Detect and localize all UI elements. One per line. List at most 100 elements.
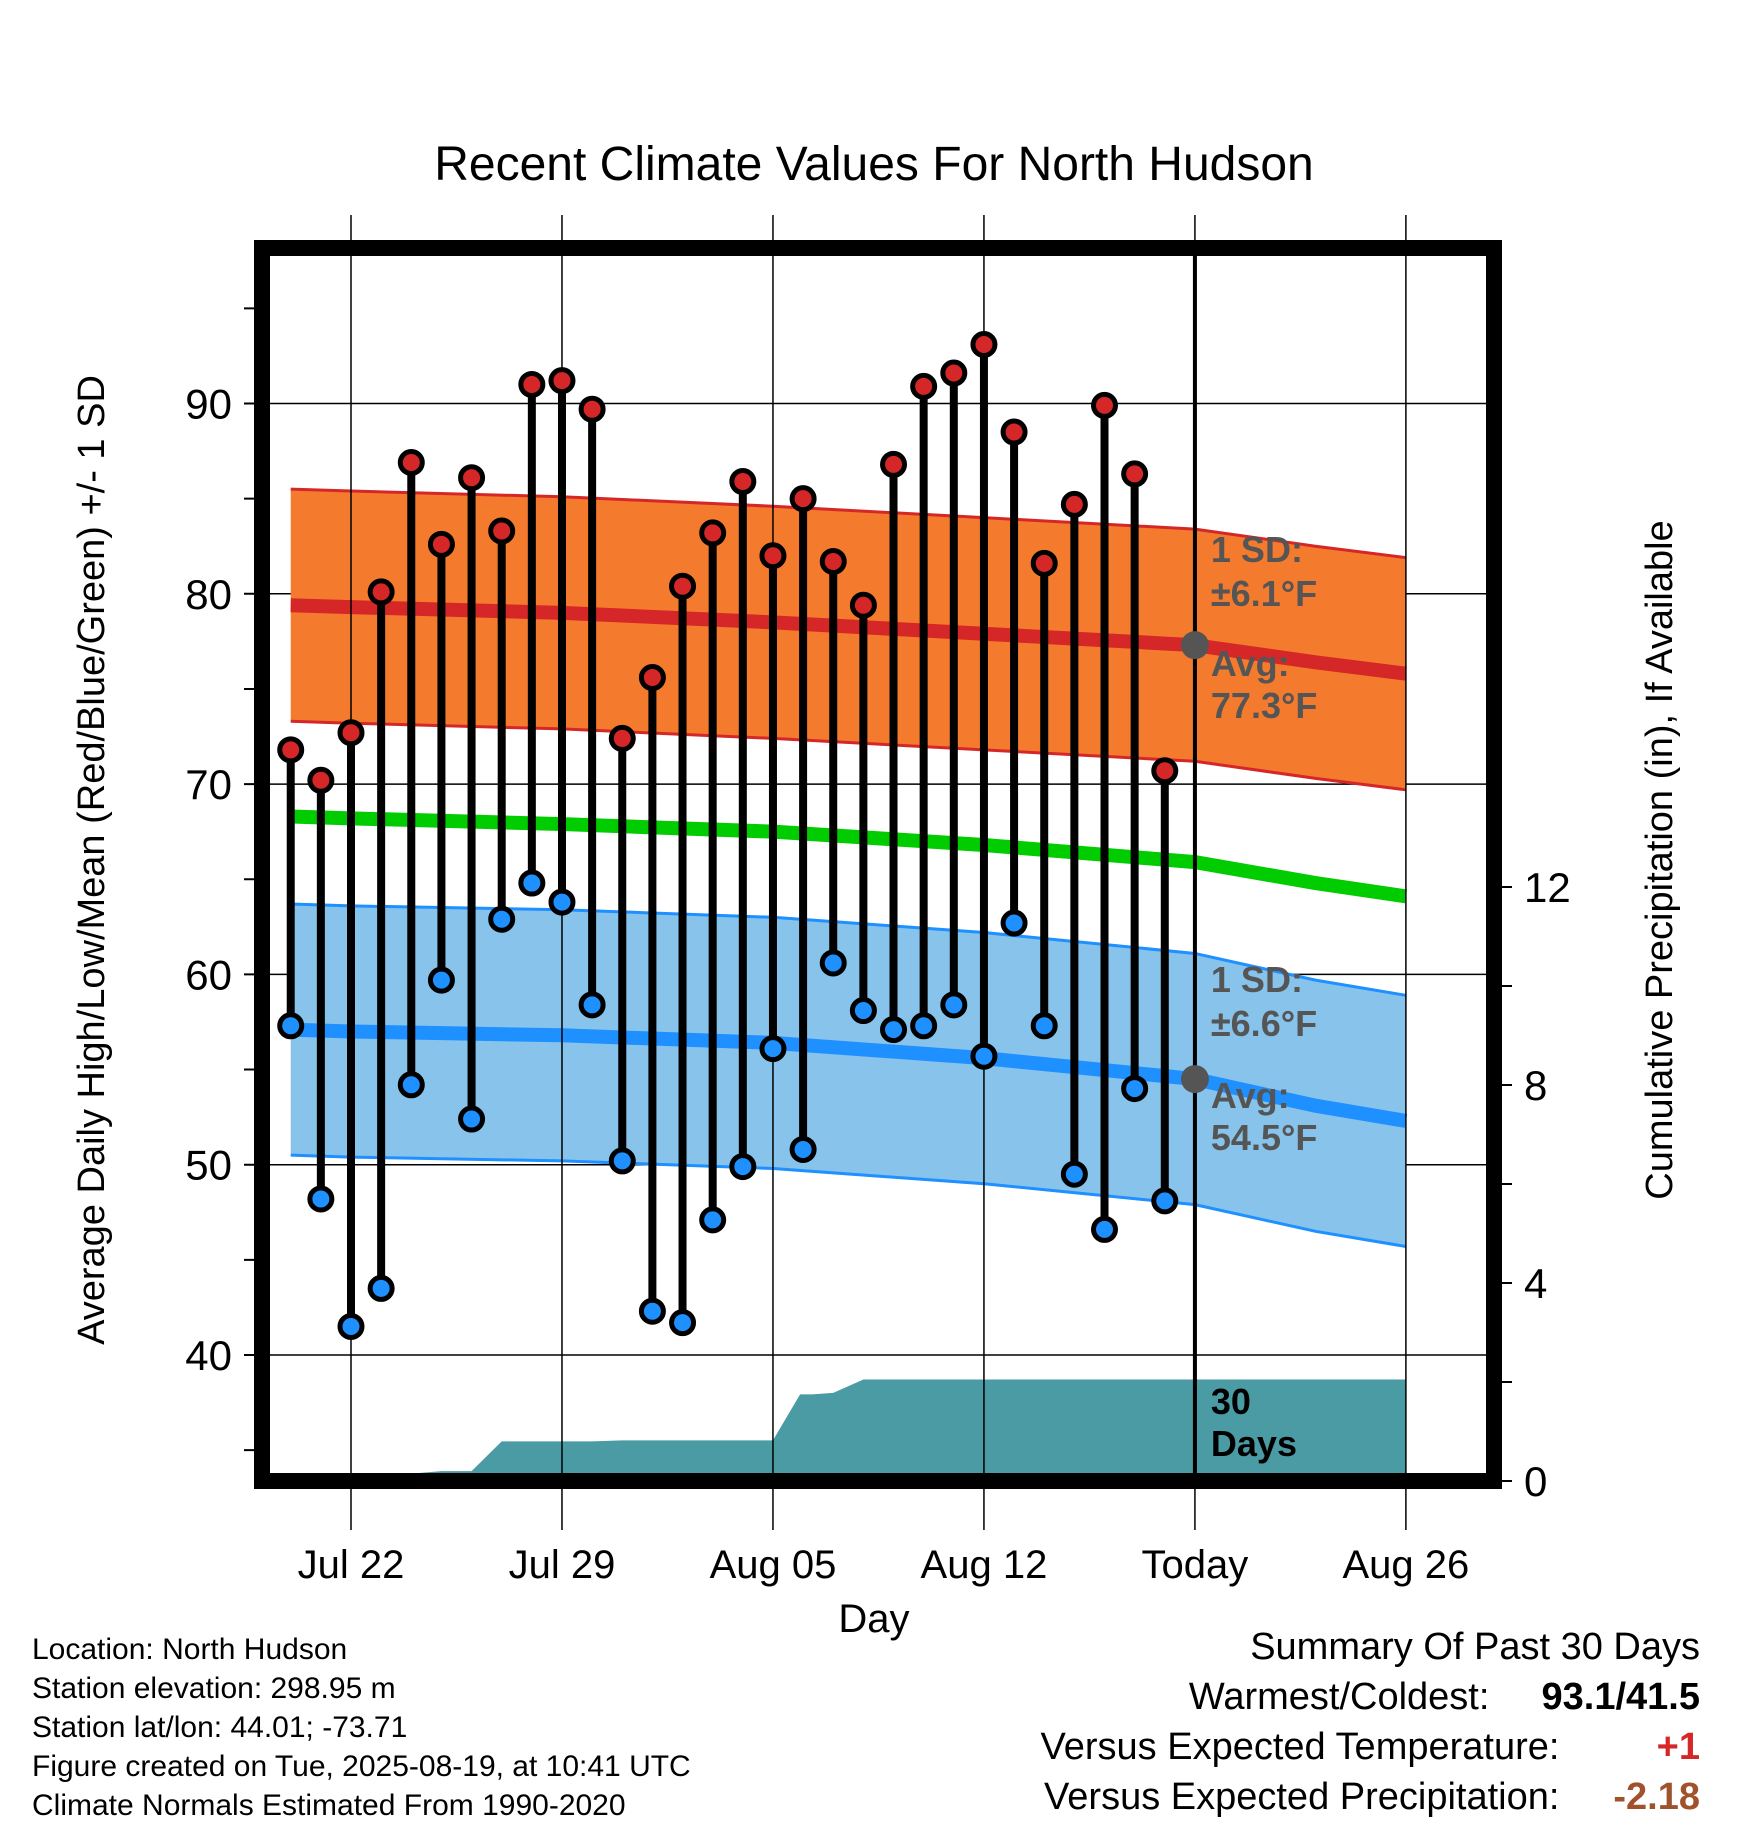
temp-label: Versus Expected Temperature: xyxy=(1040,1726,1560,1768)
low-point xyxy=(789,1135,817,1163)
low-point xyxy=(1091,1215,1118,1243)
high-point xyxy=(397,448,425,476)
high-point xyxy=(940,359,968,387)
high-avg-label: Avg: xyxy=(1211,643,1290,684)
low-point xyxy=(1060,1160,1088,1188)
high-sd-value: ±6.1°F xyxy=(1211,573,1317,614)
x-tick-label: Today xyxy=(1142,1543,1249,1587)
high-point xyxy=(669,572,697,600)
high-point xyxy=(608,724,636,752)
high-point xyxy=(307,766,335,794)
high-point xyxy=(488,517,516,545)
low-point xyxy=(1030,1012,1058,1040)
high-point xyxy=(337,719,365,747)
high-point xyxy=(729,468,757,496)
low-point xyxy=(910,1012,938,1040)
y-tick-label: 80 xyxy=(185,571,232,618)
high-point xyxy=(1151,757,1179,785)
low-point xyxy=(397,1071,425,1099)
high-point xyxy=(1060,490,1088,518)
low-band-lower-edge xyxy=(290,1153,1407,1249)
low-point xyxy=(1151,1187,1179,1215)
warm-cold-label: Warmest/Coldest: xyxy=(1188,1676,1490,1718)
high-point xyxy=(518,370,546,398)
high-point xyxy=(367,578,395,606)
y-tick-label: 90 xyxy=(185,381,232,428)
low-point xyxy=(759,1035,787,1063)
low-point xyxy=(880,1016,908,1044)
high-point xyxy=(849,591,877,619)
low-point xyxy=(488,905,516,933)
y-tick-label: 70 xyxy=(185,761,232,808)
low-avg-label: Avg: xyxy=(1211,1075,1290,1116)
high-sd-label: 1 SD: xyxy=(1211,529,1303,570)
high-point xyxy=(427,530,455,558)
low-band-upper-edge xyxy=(290,902,1407,997)
precip-value: -2.18 xyxy=(1613,1776,1700,1818)
low-point xyxy=(458,1105,486,1133)
precip-label: Versus Expected Precipitation: xyxy=(1044,1776,1560,1818)
high-point xyxy=(910,372,938,400)
y2-tick-label: 0 xyxy=(1524,1458,1547,1505)
high-avg-marker xyxy=(1180,631,1209,660)
low-point xyxy=(970,1042,998,1070)
y-axis-label: Average Daily High/Low/Mean (Red/Blue/Gr… xyxy=(71,375,113,1345)
high-point xyxy=(970,331,998,359)
low-point xyxy=(638,1297,666,1325)
x-axis-label: Day xyxy=(838,1597,909,1641)
y-tick-label: 60 xyxy=(185,951,232,998)
summary-temp-row: Versus Expected Temperature: +1 xyxy=(1041,1722,1700,1772)
precip-area xyxy=(278,1379,1406,1481)
high-band-lower-edge xyxy=(290,719,1407,792)
summary-precip-row: Versus Expected Precipitation: -2.18 xyxy=(1041,1772,1700,1822)
high-normal-line xyxy=(290,598,1407,681)
high-point xyxy=(1030,549,1058,577)
low-point xyxy=(307,1185,335,1213)
high-point xyxy=(880,450,908,478)
low-point xyxy=(337,1312,365,1340)
high-avg-value: 77.3°F xyxy=(1211,685,1317,726)
y-tick-label: 40 xyxy=(185,1332,232,1379)
warm-cold-value: 93.1/41.5 xyxy=(1541,1676,1700,1718)
low-point xyxy=(1000,909,1028,937)
x-tick-label: Jul 29 xyxy=(509,1543,616,1587)
mean-normal-line xyxy=(290,809,1407,904)
high-point xyxy=(789,485,817,513)
plot-area xyxy=(262,402,1494,1481)
high-point xyxy=(638,664,666,692)
x-tick-label: Aug 12 xyxy=(921,1543,1048,1587)
low-point xyxy=(940,991,968,1019)
low-point xyxy=(548,888,576,916)
low-sd-label: 1 SD: xyxy=(1211,959,1303,1000)
summary-title: Summary Of Past 30 Days xyxy=(1250,1626,1700,1668)
high-point xyxy=(578,395,606,423)
high-point xyxy=(1121,460,1149,488)
low-point xyxy=(1121,1075,1149,1103)
temp-value: +1 xyxy=(1656,1726,1700,1768)
low-point xyxy=(578,991,606,1019)
latlon-text: Station lat/lon: 44.01; -73.71 xyxy=(32,1711,408,1744)
summary-panel: Summary Of Past 30 Days Warmest/Coldest:… xyxy=(1041,1622,1700,1822)
high-point xyxy=(277,736,305,764)
y2-axis-label: Cumulative Precipitation (in), If Availa… xyxy=(1639,520,1681,1199)
high-point xyxy=(548,367,576,395)
x-tick-label: Aug 05 xyxy=(710,1543,837,1587)
low-point xyxy=(427,966,455,994)
low-point xyxy=(819,949,847,977)
period-label-line2: Days xyxy=(1211,1423,1297,1464)
high-point xyxy=(699,519,727,547)
normals-text: Climate Normals Estimated From 1990-2020 xyxy=(32,1789,626,1822)
x-tick-label: Aug 26 xyxy=(1343,1543,1470,1587)
high-point xyxy=(1091,391,1118,419)
low-point xyxy=(367,1274,395,1302)
plot-frame xyxy=(254,240,1502,1489)
created-text: Figure created on Tue, 2025-08-19, at 10… xyxy=(32,1750,691,1783)
x-tick-label: Jul 22 xyxy=(298,1543,405,1587)
chart-title: Recent Climate Values For North Hudson xyxy=(434,138,1314,191)
y2-tick-label: 12 xyxy=(1524,864,1571,911)
high-point xyxy=(759,542,787,570)
summary-warm-cold-row: Warmest/Coldest: 93.1/41.5 xyxy=(1041,1672,1700,1722)
high-point xyxy=(819,547,847,575)
low-point xyxy=(277,1012,305,1040)
